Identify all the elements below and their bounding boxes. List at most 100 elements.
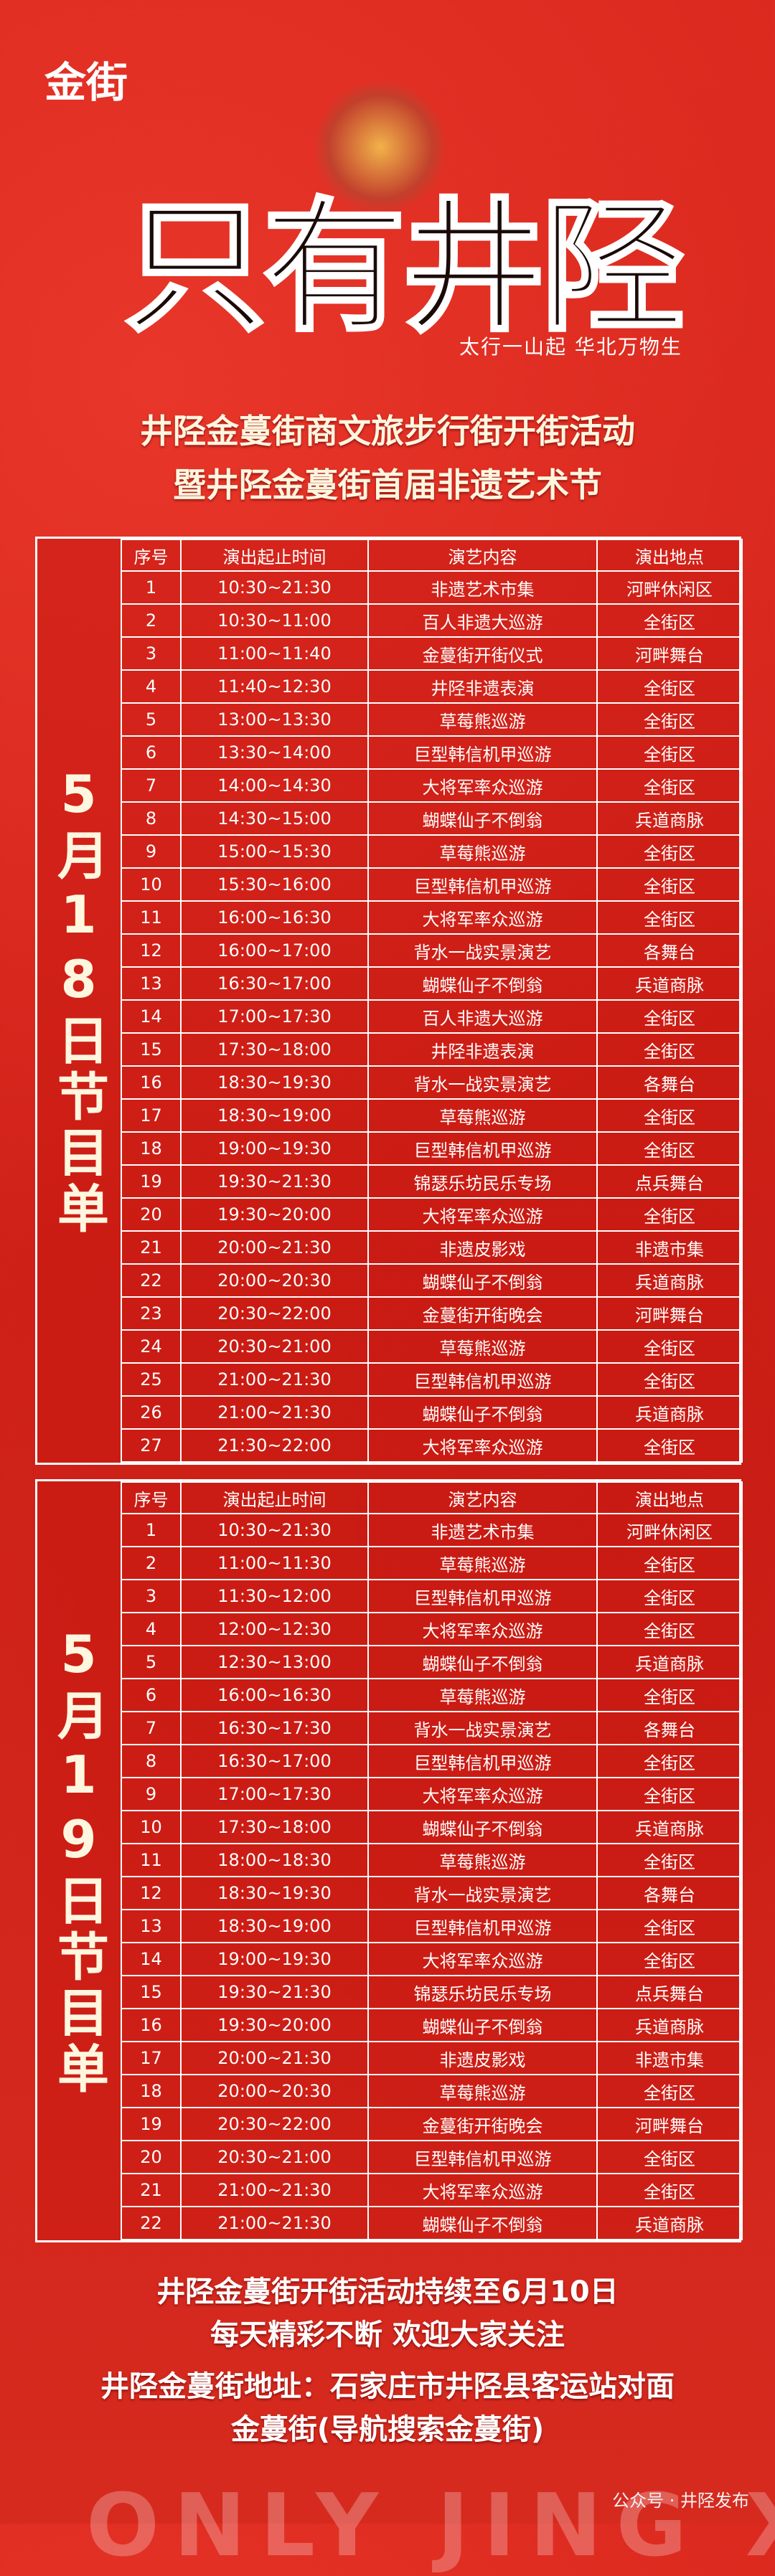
cell: 12: [121, 1876, 182, 1910]
cell: 全街区: [596, 1678, 743, 1712]
schedule-row: 17 20:00~21:30 非遗皮影戏 非遗市集: [121, 2041, 743, 2075]
cell: 16: [121, 1065, 182, 1100]
column-header: 演出地点: [596, 1481, 743, 1514]
cell: 蝴蝶仙子不倒翁: [367, 2008, 598, 2042]
cell: 锦瑟乐坊民乐专场: [367, 1975, 598, 2009]
cell: 8: [121, 1744, 182, 1778]
cell: 21: [121, 2173, 182, 2207]
cell: 金蔓街开街仪式: [367, 636, 598, 671]
cell: 背水一战实景演艺: [367, 1876, 598, 1910]
schedule-row: 17 18:30~19:00 草莓熊巡游 全街区: [121, 1098, 743, 1133]
schedule-row: 10 15:30~16:00 巨型韩信机甲巡游 全街区: [121, 867, 743, 902]
cell: 10:30~21:30: [180, 570, 369, 605]
cell: 背水一战实景演艺: [367, 1711, 598, 1745]
day-label: 5月19日节目单: [48, 1624, 109, 2098]
cell: 蝴蝶仙子不倒翁: [367, 2206, 598, 2240]
cell: 巨型韩信机甲巡游: [367, 2140, 598, 2174]
slogan: 太行一山起 华北万物生: [459, 335, 682, 359]
column-header: 演出地点: [596, 539, 743, 572]
cell: 14:30~15:00: [180, 801, 369, 836]
schedule-row: 4 12:00~12:30 大将军率众巡游 全街区: [121, 1612, 743, 1646]
cell: 背水一战实景演艺: [367, 933, 598, 968]
cell: 井陉非遗表演: [367, 1032, 598, 1067]
footer-line: 每天精彩不断 欢迎大家关注: [210, 2318, 565, 2351]
cell: 3: [121, 1579, 182, 1613]
cell: 11:30~12:00: [180, 1579, 369, 1613]
cell: 19: [121, 1164, 182, 1199]
cell: 21:00~21:30: [180, 1362, 369, 1397]
schedule-row: 3 11:30~12:00 巨型韩信机甲巡游 全街区: [121, 1579, 743, 1613]
cell: 全街区: [596, 1777, 743, 1811]
cell: 蝴蝶仙子不倒翁: [367, 966, 598, 1001]
cell: 巨型韩信机甲巡游: [367, 867, 598, 902]
schedule-row: 12 18:30~19:30 背水一战实景演艺 各舞台: [121, 1876, 743, 1910]
schedule-row: 12 16:00~17:00 背水一战实景演艺 各舞台: [121, 933, 743, 968]
cell: 非遗市集: [596, 1230, 743, 1265]
cell: 12:00~12:30: [180, 1612, 369, 1646]
schedule-row: 24 20:30~21:00 草莓熊巡游 全街区: [121, 1329, 743, 1364]
schedule-row: 11 18:00~18:30 草莓熊巡游 全街区: [121, 1843, 743, 1877]
watermark: 公众号 · 井陉发布: [612, 2491, 749, 2511]
cell: 18:30~19:30: [180, 1876, 369, 1910]
schedule-box: 5月19日节目单 序号 演出起止时间 演艺内容 演出地点 1 10:30~21:30 非遗艺术…: [35, 1479, 743, 2242]
cell: 12:30~13:00: [180, 1645, 369, 1679]
cell: 大将军率众巡游: [367, 1942, 598, 1976]
cell: 百人非遗大巡游: [367, 999, 598, 1034]
cell: 9: [121, 834, 182, 869]
schedule-row: 4 11:40~12:30 井陉非遗表演 全街区: [121, 669, 743, 704]
cell: 5: [121, 1645, 182, 1679]
cell: 各舞台: [596, 1711, 743, 1745]
cell: 大将军率众巡游: [367, 768, 598, 803]
cell: 18: [121, 1131, 182, 1166]
cell: 17:30~18:00: [180, 1810, 369, 1844]
cell: 21:00~21:30: [180, 1395, 369, 1430]
cell: 17: [121, 2041, 182, 2075]
cell: 19:30~21:30: [180, 1164, 369, 1199]
footer-line: 金蔓街(导航搜索金蔓街): [230, 2413, 545, 2446]
cell: 兵道商脉: [596, 1263, 743, 1298]
cell: 10:30~11:00: [180, 603, 369, 638]
cell: 21:00~21:30: [180, 2206, 369, 2240]
cell: 各舞台: [596, 933, 743, 968]
schedule-row: 11 16:00~16:30 大将军率众巡游 全街区: [121, 900, 743, 935]
cell: 全街区: [596, 1843, 743, 1877]
schedule-row: 18 20:00~20:30 草莓熊巡游 全街区: [121, 2074, 743, 2108]
cell: 15: [121, 1032, 182, 1067]
cell: 13: [121, 966, 182, 1001]
cell: 锦瑟乐坊民乐专场: [367, 1164, 598, 1199]
cell: 全街区: [596, 1546, 743, 1580]
cell: 点兵舞台: [596, 1975, 743, 2009]
cell: 巨型韩信机甲巡游: [367, 1362, 598, 1397]
schedule-row: 1 10:30~21:30 非遗艺术市集 河畔休闲区: [121, 1513, 743, 1547]
cell: 2: [121, 603, 182, 638]
cell: 17:30~18:00: [180, 1032, 369, 1067]
cell: 21:30~22:00: [180, 1428, 369, 1463]
cell: 19: [121, 2107, 182, 2141]
cell: 草莓熊巡游: [367, 2074, 598, 2108]
cell: 13:00~13:30: [180, 702, 369, 737]
cell: 巨型韩信机甲巡游: [367, 1909, 598, 1943]
cell: 非遗皮影戏: [367, 1230, 598, 1265]
cell: 18: [121, 2074, 182, 2108]
cell: 18:30~19:00: [180, 1909, 369, 1943]
cell: 16: [121, 2008, 182, 2042]
schedule-row: 14 17:00~17:30 百人非遗大巡游 全街区: [121, 999, 743, 1034]
cell: 巨型韩信机甲巡游: [367, 735, 598, 770]
cell: 18:30~19:00: [180, 1098, 369, 1133]
cell: 蝴蝶仙子不倒翁: [367, 801, 598, 836]
cell: 金蔓街开街晚会: [367, 2107, 598, 2141]
header-art: [316, 79, 445, 215]
schedule-box: 5月18日节目单 序号 演出起止时间 演艺内容 演出地点 1 10:30~21:30 非遗艺术…: [35, 537, 743, 1465]
cell: 11: [121, 900, 182, 935]
cell: 金蔓街开街晚会: [367, 1296, 598, 1331]
cell: 兵道商脉: [596, 1810, 743, 1844]
cell: 兵道商脉: [596, 801, 743, 836]
schedule-row: 3 11:00~11:40 金蔓街开街仪式 河畔舞台: [121, 636, 743, 671]
cell: 全街区: [596, 603, 743, 638]
cell: 22: [121, 2206, 182, 2240]
cell: 15:30~16:00: [180, 867, 369, 902]
cell: 20:30~21:00: [180, 1329, 369, 1364]
cell: 全街区: [596, 2074, 743, 2108]
schedule-row: 6 13:30~14:00 巨型韩信机甲巡游 全街区: [121, 735, 743, 770]
cell: 16:00~16:30: [180, 1678, 369, 1712]
